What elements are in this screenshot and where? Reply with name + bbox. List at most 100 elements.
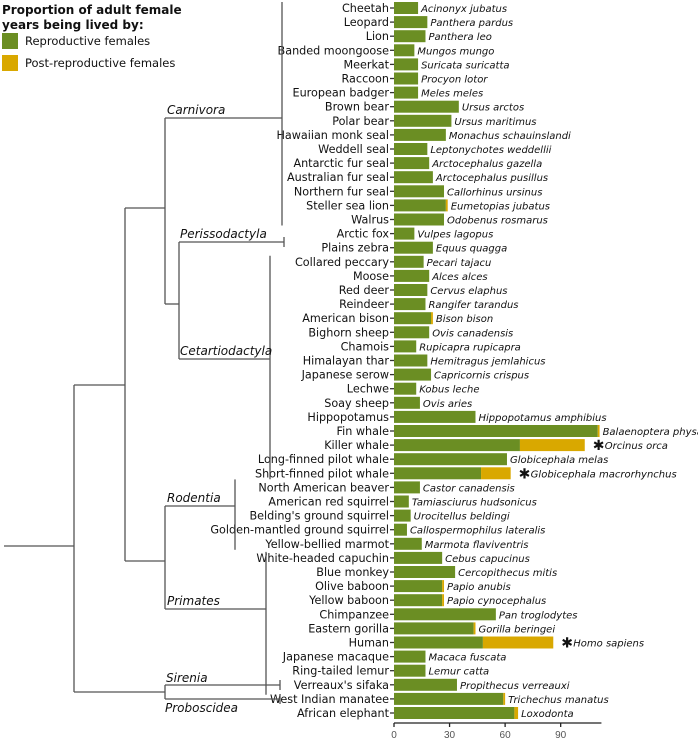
- bar-reproductive: [394, 354, 428, 367]
- clade-label-proboscidea: Proboscidea: [165, 701, 238, 715]
- common-name-label: Weddell seal: [318, 143, 389, 156]
- bar-reproductive: [394, 185, 445, 198]
- common-name-label: North American beaver: [258, 481, 389, 494]
- species-label: Arctocephalus gazella: [431, 159, 542, 170]
- common-name-label: Bighorn sheep: [308, 326, 389, 339]
- bar-reproductive: [394, 481, 420, 494]
- common-name-label: Killer whale: [324, 439, 389, 452]
- x-tick-label: 30: [444, 730, 456, 741]
- species-label: Ovis aries: [423, 399, 472, 410]
- bar-reproductive: [394, 128, 446, 141]
- common-name-label: Himalayan thar: [303, 355, 390, 368]
- common-name-label: European badger: [293, 87, 390, 100]
- species-label: Rangifer tarandus: [428, 300, 518, 311]
- common-name-label: Cheetah: [342, 2, 389, 15]
- species-label: Odobenus rosmarus: [447, 216, 548, 227]
- bar-reproductive: [394, 467, 482, 480]
- bar-post-reproductive: [503, 692, 506, 705]
- species-label: Ovis canadensis: [432, 328, 513, 339]
- common-name-label: Golden-mantled ground squirrel: [210, 524, 389, 537]
- common-name-label: Arctic fox: [337, 228, 390, 241]
- common-name-label: Blue monkey: [316, 566, 389, 579]
- bar-reproductive: [394, 199, 446, 212]
- bar-reproductive: [394, 664, 426, 677]
- common-name-label: Collared peccary: [295, 256, 389, 269]
- bar-post-reproductive: [445, 199, 448, 212]
- species-label: Marmota flaviventris: [425, 540, 529, 551]
- species-label: Equus quagga: [436, 244, 507, 255]
- bar-reproductive: [394, 227, 415, 240]
- common-name-label: Banded moongoose: [278, 44, 390, 57]
- common-name-label: White-headed capuchin: [256, 552, 389, 565]
- bar-post-reproductive: [442, 594, 445, 607]
- species-label: Papio anubis: [447, 582, 511, 593]
- species-label: Propithecus verreauxi: [460, 681, 570, 692]
- common-name-label: Human: [349, 637, 389, 650]
- common-name-label: Hippopotamus: [307, 411, 389, 424]
- bar-reproductive: [394, 566, 456, 578]
- species-label: Cebus capucinus: [445, 554, 530, 565]
- common-name-label: Plains zebra: [321, 242, 389, 255]
- common-name-label: Long-finned pilot whale: [258, 453, 389, 466]
- bar-reproductive: [394, 410, 476, 423]
- bar-reproductive: [394, 171, 433, 184]
- bar-reproductive: [394, 495, 409, 508]
- species-label: Loxodonta: [521, 709, 574, 720]
- clade-label-carnivora: Carnivora: [167, 103, 225, 117]
- species-label: Vulpes lagopus: [417, 230, 493, 241]
- common-name-label: Soay sheep: [324, 397, 389, 410]
- species-label: Capricornis crispus: [434, 371, 529, 382]
- common-name-label: Australian fur seal: [287, 171, 389, 184]
- bar-post-reproductive: [442, 580, 445, 593]
- common-name-label: Leopard: [344, 16, 389, 29]
- common-name-label: Antarctic fur seal: [293, 157, 389, 170]
- common-name-label: Lechwe: [347, 383, 389, 396]
- species-label: Ursus arctos: [462, 103, 524, 114]
- bar-reproductive: [394, 551, 443, 564]
- bar-reproductive: [394, 284, 428, 296]
- bar-reproductive: [394, 298, 426, 311]
- common-name-label: Fin whale: [337, 425, 390, 438]
- species-label: Rupicapra rupicapra: [419, 342, 521, 353]
- bar-reproductive: [394, 439, 520, 452]
- common-name-label: Chimpanzee: [319, 608, 389, 621]
- common-name-label: Meerkat: [343, 58, 389, 71]
- bar-reproductive: [394, 396, 420, 409]
- common-name-label: Yellow-bellied marmot: [264, 538, 389, 551]
- legend-swatch-reproductive: [2, 33, 18, 49]
- common-name-label: Northern fur seal: [294, 185, 389, 198]
- species-label: Homo sapiens: [573, 639, 644, 650]
- species-label: Callorhinus ursinus: [447, 187, 542, 198]
- x-tick-label: 0: [391, 730, 397, 741]
- bar-post-reproductive: [597, 425, 600, 437]
- species-label: Urocitellus beldingi: [414, 512, 510, 523]
- species-label: Ursus maritimus: [454, 117, 536, 128]
- species-label: Hippopotamus amphibius: [478, 413, 606, 424]
- legend-title-line1: Proportion of adult female: [2, 3, 182, 17]
- common-name-label: Olive baboon: [315, 580, 389, 593]
- bar-reproductive: [394, 72, 419, 85]
- common-name-label: American bison: [302, 312, 389, 325]
- common-name-label: Ring-tailed lemur: [292, 665, 389, 678]
- bar-reproductive: [394, 340, 417, 353]
- legend-item-post-reproductive: Post-reproductive females: [2, 55, 175, 71]
- bar-reproductive: [394, 368, 432, 381]
- common-name-label: American red squirrel: [268, 496, 389, 509]
- bar-reproductive: [394, 326, 430, 339]
- bar-post-reproductive: [481, 467, 511, 480]
- species-label: Hemitragus jemlahicus: [430, 357, 545, 368]
- bar-post-reproductive: [519, 439, 585, 452]
- x-tick-label: 60: [500, 730, 512, 741]
- bar-reproductive: [394, 636, 483, 649]
- bar-reproductive: [394, 453, 507, 466]
- bar-reproductive: [394, 594, 443, 607]
- species-label: Acinonyx jubatus: [420, 4, 507, 15]
- species-label: Lemur catta: [428, 667, 489, 678]
- species-label: Kobus leche: [419, 385, 479, 396]
- common-name-label: Short-finned pilot whale: [255, 467, 389, 480]
- species-label: Panthera leo: [428, 32, 491, 43]
- common-name-label: Hawaiian monk seal: [276, 129, 389, 142]
- bar-reproductive: [394, 537, 422, 550]
- common-name-label: Raccoon: [342, 73, 389, 86]
- legend-item-reproductive: Reproductive females: [2, 33, 150, 49]
